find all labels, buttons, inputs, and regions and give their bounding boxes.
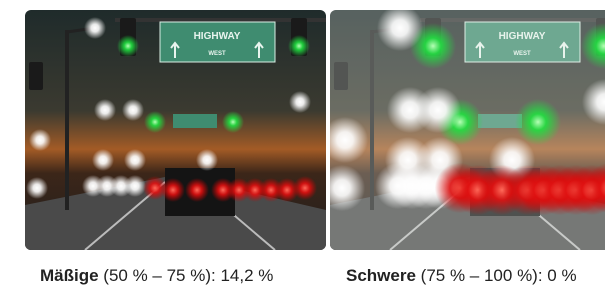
caption: Mäßige (50 % – 75 %): 14,2 % [40, 266, 273, 285]
white-light [124, 149, 146, 171]
green-light [144, 111, 166, 133]
severity: Schwere [346, 266, 416, 285]
white-light [415, 87, 461, 133]
white-light [92, 149, 114, 171]
green-light [288, 35, 310, 57]
range: (50 % – 75 %): 14,2 % [103, 266, 273, 285]
white-light [29, 129, 51, 151]
white-light [94, 99, 116, 121]
sign-sub: WEST [208, 51, 226, 57]
red-light [161, 178, 185, 202]
white-light [122, 99, 144, 121]
white-light [377, 5, 423, 51]
white-light [289, 91, 311, 113]
traffic-light [29, 62, 43, 90]
red-light [185, 178, 209, 202]
photo-moderate: HIGHWAY WEST [25, 10, 326, 250]
small-sign [173, 114, 217, 128]
sign-title: HIGHWAY [194, 31, 241, 42]
green-light [515, 99, 561, 145]
white-light [322, 117, 368, 163]
green-light [117, 35, 139, 57]
range: (75 % – 100 %): 0 % [421, 266, 577, 285]
red-light [293, 176, 317, 200]
green-light [222, 111, 244, 133]
white-light [196, 149, 218, 171]
white-light [26, 177, 48, 199]
white-light [124, 175, 146, 197]
white-light [84, 17, 106, 39]
severity: Mäßige [40, 266, 99, 285]
caption: Schwere (75 % – 100 %): 0 % [346, 266, 577, 285]
figure: HIGHWAYWEST HIGHWAYWEST Mäßige (50 % – 7… [0, 0, 605, 292]
